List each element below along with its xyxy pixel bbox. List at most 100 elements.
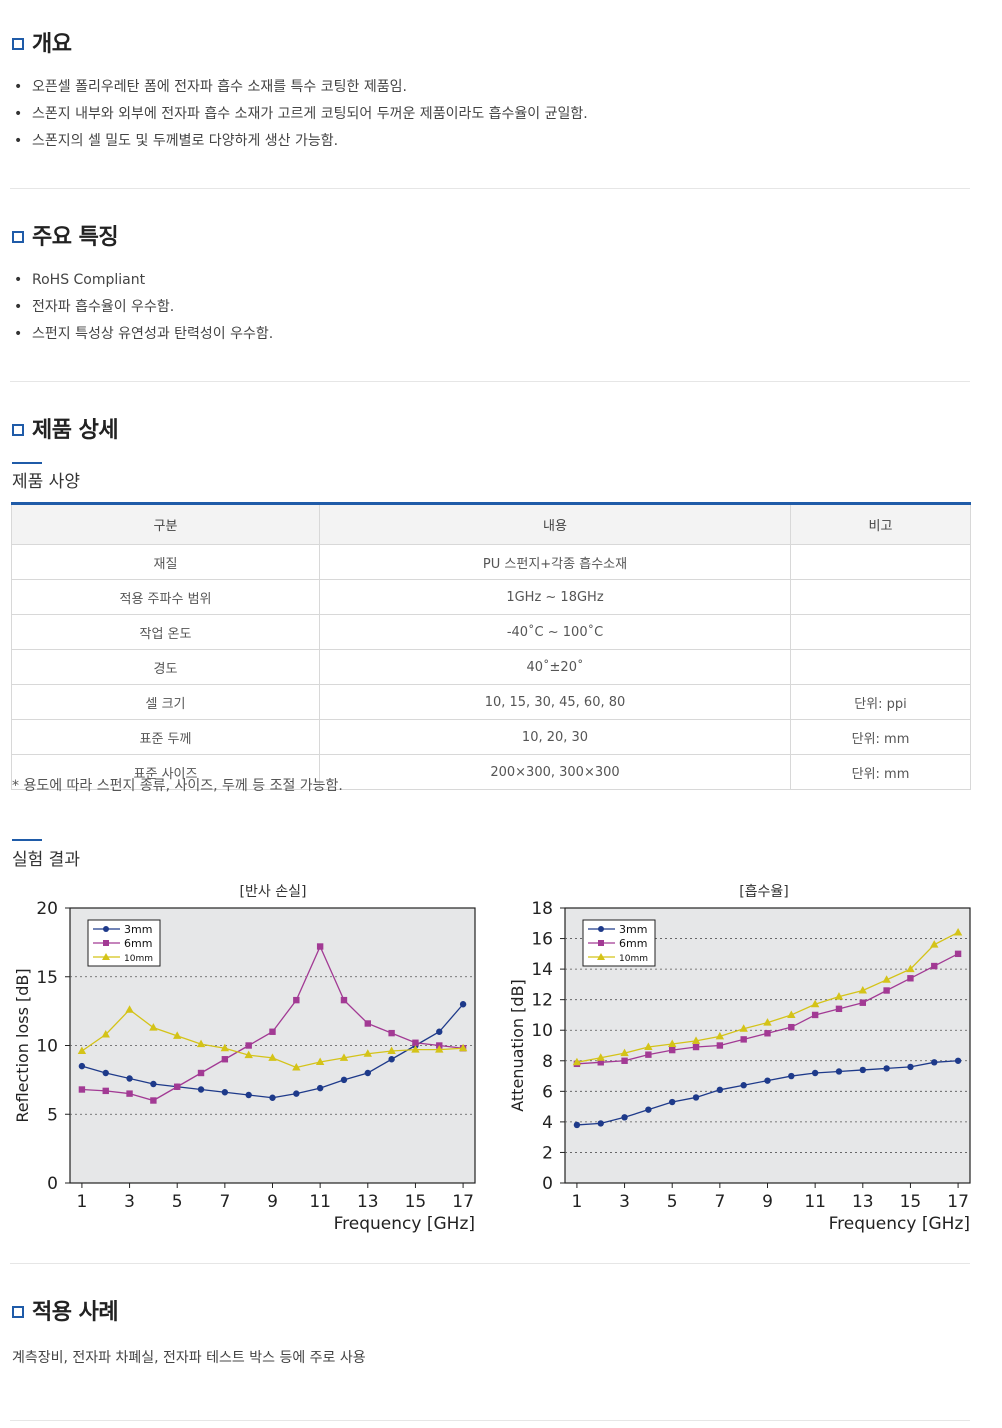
data-point (78, 1086, 86, 1093)
x-tick-label: 11 (804, 1192, 826, 1212)
data-point (292, 1063, 301, 1071)
data-point (316, 943, 324, 950)
y-tick-label: 0 (542, 1174, 553, 1194)
data-point (126, 1075, 133, 1082)
table-cell: 1GHz ~ 18GHz (319, 579, 791, 615)
data-point (645, 1106, 652, 1113)
data-point (764, 1077, 771, 1084)
data-point (245, 1042, 252, 1049)
data-point (340, 1076, 348, 1084)
table-header-cell: 구분 (11, 502, 320, 545)
table-cell: 단위: mm (790, 754, 971, 790)
data-point (315, 1057, 325, 1065)
data-point (692, 1043, 700, 1051)
list-item: 스폰지 내부와 외부에 전자파 흡수 소재가 고르게 코팅되어 두꺼운 제품이라… (12, 101, 588, 128)
data-point (388, 1029, 395, 1037)
data-point (834, 992, 844, 1000)
y-axis-label: Reflection loss [dB] (13, 968, 32, 1122)
x-axis-label: Frequency [GHz] (334, 1214, 475, 1234)
data-point (668, 1039, 677, 1047)
x-tick-label: 15 (900, 1192, 922, 1212)
table-cell: 표준 두께 (11, 719, 320, 755)
data-point (150, 1080, 157, 1088)
data-point (196, 1039, 206, 1048)
x-tick-label: 9 (762, 1192, 773, 1212)
table-row: 작업 온도 -40˚C ~ 100˚C (11, 614, 971, 650)
data-point (101, 1030, 110, 1038)
data-point (931, 1059, 938, 1066)
data-point (669, 1046, 676, 1054)
data-point (811, 1011, 819, 1019)
application-header: 적용 사례 (12, 1294, 119, 1326)
data-point (739, 1024, 748, 1032)
y-tick-label: 20 (36, 900, 58, 919)
table-row: 셀 크기 10, 15, 30, 45, 60, 80 단위: ppi (11, 684, 971, 720)
data-point (245, 1091, 252, 1099)
data-point (716, 1086, 724, 1094)
y-tick-label: 15 (36, 968, 58, 988)
y-tick-label: 8 (542, 1052, 553, 1072)
data-point (597, 1120, 604, 1127)
chart-title-reflection: [반사 손실] (239, 884, 307, 900)
data-point (220, 1043, 230, 1052)
application-text: 계측장비, 전자파 차폐실, 전자파 테스트 박스 등에 주로 사용 (12, 1350, 366, 1366)
data-point (197, 1086, 205, 1093)
legend-marker (103, 940, 109, 946)
table-cell: 40˚±20˚ (319, 649, 791, 685)
data-point (150, 1097, 157, 1104)
data-point (102, 1069, 109, 1077)
legend-marker (598, 940, 604, 946)
y-tick-label: 14 (531, 960, 553, 980)
detail-title: 제품 상세 (32, 418, 119, 443)
square-icon (12, 38, 24, 50)
data-point (882, 975, 891, 983)
data-point (906, 964, 915, 973)
table-cell (790, 544, 971, 580)
y-tick-label: 5 (47, 1105, 58, 1125)
divider (10, 1263, 970, 1264)
legend-marker (103, 926, 109, 932)
legend-label: 3mm (619, 923, 647, 936)
data-point (715, 1031, 725, 1040)
features-list: RoHS Compliant 전자파 흡수율이 우수함. 스펀지 특성상 유연성… (12, 267, 273, 348)
table-cell: 단위: mm (790, 719, 971, 755)
data-point (907, 1063, 914, 1071)
data-point (125, 1005, 134, 1013)
data-point (221, 1089, 229, 1096)
data-point (339, 1053, 349, 1061)
overview-header: 개요 (12, 26, 72, 58)
table-row: 표준 사이즈 200×300, 300×300 단위: mm (11, 754, 971, 790)
table-row: 표준 두께 10, 20, 30 단위: mm (11, 719, 971, 755)
y-tick-label: 6 (542, 1082, 553, 1102)
features-title: 주요 특징 (32, 225, 119, 250)
data-point (644, 1042, 653, 1051)
square-icon (12, 231, 24, 243)
divider (10, 381, 970, 382)
table-cell: 적용 주파수 범위 (11, 579, 320, 615)
divider (10, 188, 970, 189)
data-point (620, 1048, 629, 1057)
square-icon (12, 424, 24, 436)
overview-title: 개요 (32, 32, 72, 57)
data-point (364, 1069, 371, 1077)
table-cell: -40˚C ~ 100˚C (319, 614, 791, 650)
table-cell: 단위: ppi (790, 684, 971, 720)
data-point (740, 1036, 747, 1043)
subtitle-accent (12, 839, 42, 841)
x-tick-label: 1 (76, 1192, 87, 1212)
legend-marker (102, 953, 110, 960)
data-point (197, 1069, 205, 1077)
table-cell (790, 579, 971, 615)
data-point (859, 999, 866, 1006)
y-tick-label: 16 (531, 930, 553, 950)
list-item: RoHS Compliant (12, 267, 273, 294)
data-point (787, 1010, 796, 1018)
table-row: 경도 40˚±20˚ (11, 649, 971, 685)
data-point (268, 1053, 277, 1061)
data-point (692, 1094, 700, 1101)
x-axis-label: Frequency [GHz] (829, 1214, 970, 1234)
data-point (412, 1039, 419, 1046)
